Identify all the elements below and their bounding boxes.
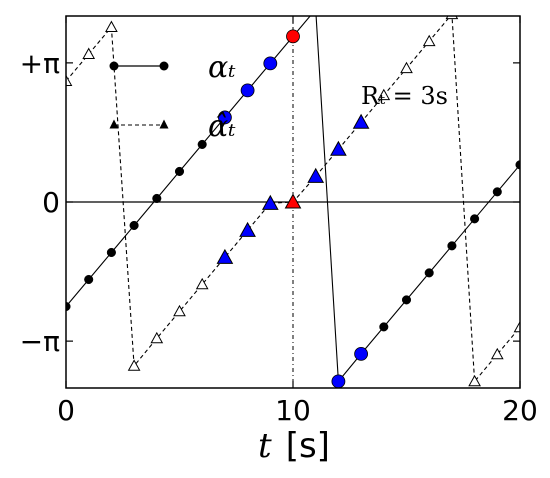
alpha-point-20: [515, 160, 520, 170]
x-axis-variable: t: [258, 426, 272, 466]
y-tick-label-minus-pi: −π: [20, 325, 60, 358]
y-tick-label-plus-pi: +π: [20, 47, 60, 80]
alpha-point-3: [129, 220, 139, 231]
alpha-hat-point-11: [307, 167, 325, 183]
alpha-point-14: [379, 322, 389, 332]
alpha-hat-point-20: [513, 320, 520, 333]
alpha-hat-point-14: [377, 88, 391, 101]
alpha-point-16: [424, 268, 434, 278]
alpha-hat-point-17: [445, 16, 459, 20]
alpha-hat-point-5: [173, 304, 186, 317]
alpha-point-11: [313, 16, 318, 17]
tick-marks: [65, 16, 521, 388]
alpha-point-2: [106, 247, 116, 258]
alpha-hat-point-9: [261, 194, 279, 210]
series-group: [66, 16, 520, 388]
alpha-point-1: [84, 274, 94, 285]
alpha-hat-point-13: [352, 113, 370, 129]
alpha-hat-point-3: [127, 359, 141, 371]
alpha-point-19: [492, 187, 502, 197]
legend-label-alpha-hat: α̂ₜ: [208, 109, 236, 144]
alpha-hat-point-10: [284, 193, 302, 209]
legend-marker-alpha-hat-right: [159, 119, 169, 129]
alpha-point-5: [174, 166, 185, 176]
alpha-point-15: [401, 295, 412, 305]
legend-marker-alpha-hat-left: [109, 119, 119, 129]
x-tick-label-20: 20: [502, 394, 538, 427]
x-tick-label-0: 0: [57, 394, 75, 427]
alpha-hat-point-1: [82, 47, 96, 59]
alpha-hat-point-15: [400, 61, 413, 74]
alpha-hat-point-6: [195, 277, 209, 290]
annotation-rt: Rₜ = 3s: [361, 82, 448, 110]
legend-marker-alpha-right: [159, 61, 169, 71]
x-axis-unit: [s]: [286, 426, 330, 466]
alpha-hat-point-8: [239, 221, 256, 237]
legend-marker-alpha-left: [109, 61, 119, 71]
alpha-hat-point-0: [66, 74, 73, 86]
x-axis-title: t [s]: [258, 426, 330, 466]
alpha-point-13: [354, 346, 369, 361]
alpha-point-6: [197, 139, 207, 149]
alpha-hat-point-19: [490, 347, 504, 360]
alpha-hat-point-16: [422, 34, 436, 47]
x-tick-label-10: 10: [275, 394, 311, 427]
y-tick-label-zero: 0: [42, 186, 60, 219]
alpha-hat-point-18: [468, 374, 481, 387]
alpha-hat-point-7: [216, 248, 234, 264]
alpha-point-10: [286, 29, 300, 44]
legend-label-alpha: αₜ: [208, 50, 236, 85]
alpha-point-9: [263, 56, 278, 71]
alpha-hat-point-12: [330, 140, 347, 156]
alpha-point-4: [152, 193, 162, 204]
alpha-hat-point-2: [105, 20, 118, 32]
legend: αₜ α̂ₜ: [109, 50, 236, 144]
alpha-hat-point-4: [150, 331, 164, 344]
alpha-point-17: [447, 241, 457, 251]
alpha-point-18: [470, 214, 480, 224]
alpha-point-8: [240, 83, 255, 98]
alpha-point-12: [331, 374, 346, 388]
alpha-point-7: [217, 110, 232, 125]
